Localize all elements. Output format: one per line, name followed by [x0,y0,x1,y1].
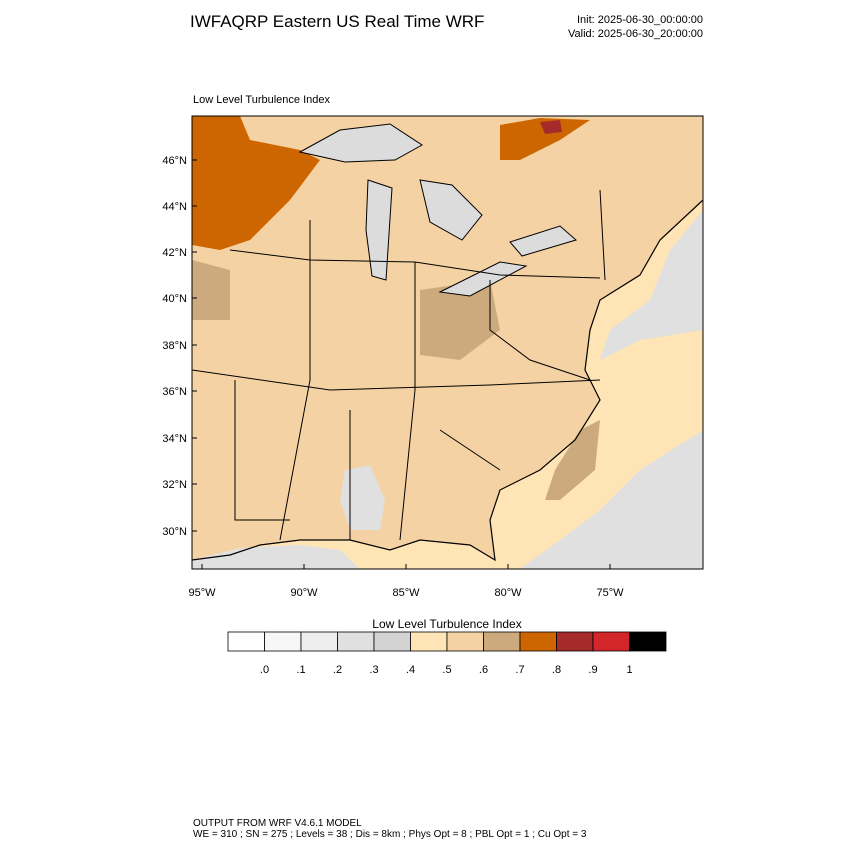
turbulence-peak [540,120,562,134]
lake-superior [298,123,423,163]
lat-label: 36°N [162,386,187,398]
colorbar-box [446,631,484,652]
map [191,115,704,570]
colorbar-title: Low Level Turbulence Index [372,617,521,631]
lon-label: 80°W [494,587,522,599]
coastline [192,199,703,562]
colorbar-box [300,631,338,652]
turbulence-mid [545,420,600,500]
axes: 46°N 44°N 42°N 40°N 38°N 36°N 34°N 32°N 30°N 95°W… [162,155,624,599]
title: IWFAQRP Eastern US Real Time WRF [190,12,484,31]
lat-label: 40°N [162,293,187,305]
map-frame [191,115,704,570]
colorbar-label: .0 [260,664,269,676]
low-region [340,465,385,530]
turbulence-mid [420,280,500,360]
lake-huron [419,179,483,241]
colorbar-box [592,631,630,652]
colorbar-box [483,631,521,652]
turbulence-high [192,116,320,250]
lat-label: 42°N [162,247,187,259]
colorbar-label: .4 [406,664,415,676]
colorbar-box [556,631,594,652]
panel-label: Low Level Turbulence Index [193,94,330,106]
colorbar-label: .9 [588,664,597,676]
lat-label: 30°N [162,526,187,538]
lake-michigan [365,179,393,281]
colorbar-label: 1 [626,664,632,676]
lon-label: 75°W [596,587,624,599]
lon-label: 95°W [188,587,216,599]
lat-label: 44°N [162,201,187,213]
colorbar-box [264,631,302,652]
colorbar-label: .8 [552,664,561,676]
colorbar-box [373,631,411,652]
colorbar-box [227,631,265,652]
init-time: Init: 2025-06-30_00:00:00 [577,14,703,26]
colorbar-box [410,631,448,652]
lat-label: 34°N [162,433,187,445]
colorbar: .0 .1 .2 .3 .4 .5 .6 .7 .8 .9 1 [227,631,667,676]
state-borders [192,189,606,541]
lat-label: 46°N [162,155,187,167]
colorbar-label: .6 [479,664,488,676]
lat-label: 32°N [162,479,187,491]
footer-line: OUTPUT FROM WRF V4.6.1 MODEL [193,818,362,829]
valid-time: Valid: 2025-06-30_20:00:00 [568,28,703,40]
colorbar-label: .1 [296,664,305,676]
colorbar-label: .7 [515,664,524,676]
colorbar-label: .3 [369,664,378,676]
lon-label: 85°W [392,587,420,599]
colorbar-label: .5 [442,664,451,676]
colorbar-box [337,631,375,652]
footer-line: WE = 310 ; SN = 275 ; Levels = 38 ; Dis … [193,829,587,840]
ocean-gray [520,430,703,569]
turbulence-mid [192,260,230,320]
ocean-gray [600,210,703,360]
colorbar-label: .2 [333,664,342,676]
colorbar-box [629,631,667,652]
lake-ontario [509,225,578,257]
colorbar-box [519,631,557,652]
lon-label: 90°W [290,587,318,599]
gulf-gray [192,545,360,569]
turbulence-high [500,118,590,160]
lat-label: 38°N [162,340,187,352]
